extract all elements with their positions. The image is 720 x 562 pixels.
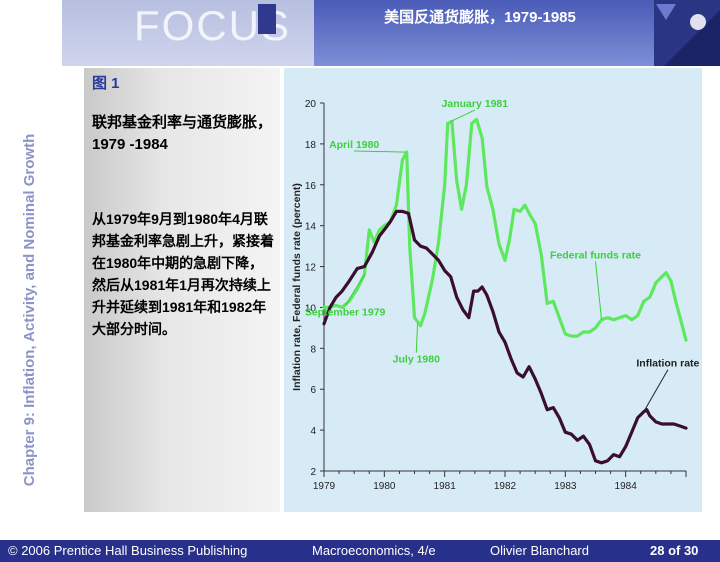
figure-description: 从1979年9月到1980年4月联邦基金利率急剧上升，紧接着在1980年中期的急… <box>92 211 274 337</box>
y-tick-label: 12 <box>305 263 317 274</box>
chart-background <box>284 68 702 512</box>
x-tick-label: 1984 <box>615 481 638 492</box>
y-tick-label: 20 <box>305 99 317 110</box>
footer-bar: © 2006 Prentice Hall Business Publishing… <box>0 540 720 562</box>
figure-text-panel <box>84 68 280 512</box>
corner-shapes-icon <box>656 4 720 66</box>
series-line-inflation-rate <box>322 209 688 465</box>
chapter-title: Chapter 9: Inflation, Activity, and Nomi… <box>21 133 38 487</box>
x-tick-label: 1983 <box>554 481 577 492</box>
annotation-label: July 1980 <box>393 354 440 366</box>
x-tick-label: 1981 <box>434 481 457 492</box>
page-number: 28 of 30 <box>650 543 699 558</box>
annotation-leader <box>643 369 669 412</box>
annotation-leader <box>450 109 476 122</box>
footer-book: Macroeconomics, 4/e <box>312 543 436 558</box>
y-tick-label: 10 <box>305 303 317 314</box>
decorative-square <box>258 4 276 34</box>
y-tick-label: 2 <box>310 467 316 478</box>
y-tick-label: 14 <box>305 222 317 233</box>
figure-label: 图 1 <box>92 75 120 92</box>
annotation-label: Inflation rate <box>636 358 699 370</box>
sidebar <box>0 0 60 540</box>
x-tick-label: 1979 <box>313 481 336 492</box>
slide-title: 美国反通货膨胀，1979-1985 <box>384 9 576 26</box>
x-tick-label: 1982 <box>494 481 517 492</box>
annotation-leader <box>595 261 603 320</box>
corner-decoration <box>654 0 720 66</box>
annotation-label: January 1981 <box>442 98 509 110</box>
figure-caption: 联邦基金利率与通货膨胀，1979 -1984 <box>92 114 273 153</box>
footer-copyright: © 2006 Prentice Hall Business Publishing <box>8 543 248 558</box>
y-tick-label: 16 <box>305 181 317 192</box>
annotation-leader <box>344 274 365 306</box>
annotation-leader <box>354 150 406 153</box>
y-axis-label: Inflation rate, Federal funds rate (perc… <box>291 183 303 391</box>
y-tick-label: 4 <box>310 426 316 437</box>
header-title-bar <box>314 0 654 66</box>
annotation-label: Federal funds rate <box>550 249 641 261</box>
y-tick-label: 18 <box>305 140 317 151</box>
header-banner: FOCUS <box>62 0 314 66</box>
x-tick-label: 1980 <box>373 481 396 492</box>
annotation-label: April 1980 <box>329 139 379 151</box>
y-tick-label: 8 <box>310 344 316 355</box>
y-tick-label: 6 <box>310 385 316 396</box>
annotation-label: September 1979 <box>305 307 386 319</box>
footer-author: Olivier Blanchard <box>490 543 589 558</box>
annotation-leader <box>415 323 419 353</box>
chart-area: 2 4 6 8 10 12 14 16 18 20 1979 1980 1981 1982 1983 1984… <box>284 68 702 512</box>
line-chart: 2 4 6 8 10 12 14 16 18 20 1979 1980 1981 1982 1983 1984… <box>284 68 702 512</box>
